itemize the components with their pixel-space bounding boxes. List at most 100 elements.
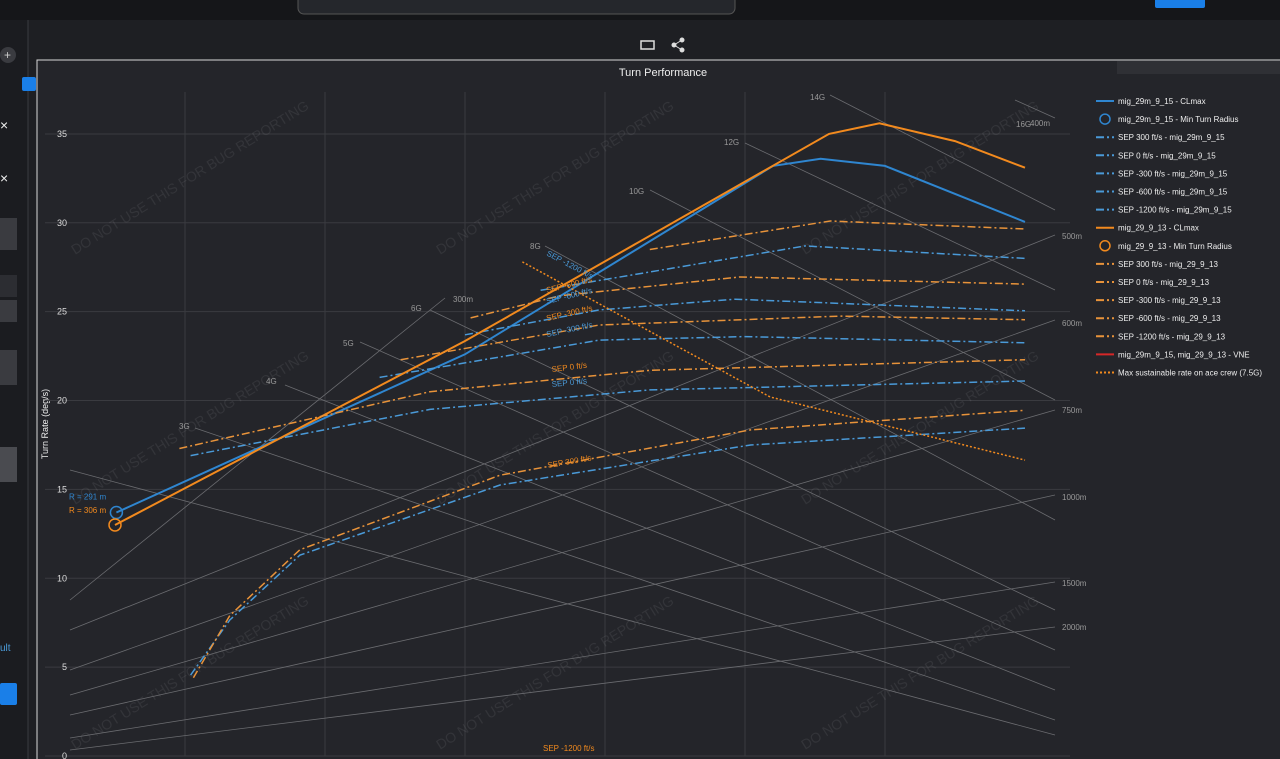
top-button[interactable] bbox=[1155, 0, 1205, 8]
g-line bbox=[284, 384, 1056, 691]
g-label: 5G bbox=[343, 339, 354, 348]
field[interactable] bbox=[0, 447, 17, 482]
curve-label: SEP 0 ft/s bbox=[551, 376, 587, 389]
g-line bbox=[829, 94, 1056, 211]
radius-line bbox=[69, 626, 1056, 751]
field[interactable] bbox=[0, 300, 17, 322]
share-icon[interactable] bbox=[671, 37, 685, 53]
radius-label: 1500m bbox=[1062, 579, 1087, 588]
g-line bbox=[544, 245, 1056, 521]
series-line bbox=[115, 157, 1026, 514]
g-label: 8G bbox=[530, 242, 541, 251]
dropdown[interactable] bbox=[0, 218, 17, 250]
modebar[interactable] bbox=[1117, 61, 1280, 74]
point-label: R = 291 m bbox=[69, 493, 106, 502]
dropdown[interactable] bbox=[0, 350, 17, 385]
radius-label: 300m bbox=[453, 295, 473, 304]
g-line bbox=[429, 309, 1056, 611]
y-tick-label: 5 bbox=[62, 662, 67, 672]
g-line bbox=[649, 189, 1056, 401]
y-tick-label: 15 bbox=[57, 484, 67, 494]
legend-label: mig_29_9_13 - CLmax bbox=[1118, 224, 1199, 233]
y-tick-label: 30 bbox=[57, 218, 67, 228]
legend-label: SEP 300 ft/s - mig_29_9_13 bbox=[1118, 260, 1218, 269]
close-icon[interactable]: × bbox=[0, 170, 8, 186]
legend-label: SEP -300 ft/s - mig_29_9_13 bbox=[1118, 296, 1221, 305]
radius-label: 1000m bbox=[1062, 493, 1087, 502]
g-line bbox=[194, 427, 1056, 721]
legend-label: SEP 0 ft/s - mig_29m_9_15 bbox=[1118, 151, 1216, 160]
legend-marker bbox=[1099, 113, 1111, 125]
legend-label: mig_29m_9_15 - Min Turn Radius bbox=[1118, 115, 1239, 124]
series-line bbox=[190, 380, 1026, 457]
legend-label: mig_29m_9_15 - CLmax bbox=[1118, 97, 1206, 106]
y-axis-label: Turn Rate (deg/s) bbox=[40, 389, 50, 459]
point-label: R = 306 m bbox=[69, 506, 106, 515]
radius-label: 500m bbox=[1062, 232, 1082, 241]
series-line bbox=[192, 409, 1026, 679]
sidebar bbox=[0, 20, 28, 759]
curve-label: SEP -1200 ft/s bbox=[543, 744, 594, 753]
legend-label: SEP -1200 ft/s - mig_29_9_13 bbox=[1118, 332, 1226, 341]
sidebar-text: ult bbox=[0, 643, 11, 654]
legend-label: SEP -300 ft/s - mig_29m_9_15 bbox=[1118, 169, 1228, 178]
legend-label: SEP -1200 ft/s - mig_29m_9_15 bbox=[1118, 206, 1232, 215]
legend-label: SEP 0 ft/s - mig_29_9_13 bbox=[1118, 278, 1210, 287]
g-label: 4G bbox=[266, 377, 277, 386]
g-label: 3G bbox=[179, 422, 190, 431]
sidebar-button[interactable] bbox=[0, 683, 17, 705]
ruler-icon[interactable] bbox=[640, 40, 655, 50]
legend-label: Max sustainable rate on ace crew (7.5G) bbox=[1118, 369, 1262, 378]
series-line bbox=[400, 315, 1026, 361]
collapse-tab[interactable] bbox=[22, 77, 36, 91]
radius-line bbox=[69, 409, 1056, 696]
series-line bbox=[189, 427, 1026, 676]
add-button[interactable] bbox=[0, 47, 16, 63]
series-line bbox=[522, 261, 1026, 461]
y-tick-label: 20 bbox=[57, 396, 67, 406]
g-line bbox=[1014, 99, 1056, 119]
series-line bbox=[470, 276, 1026, 319]
radius-line bbox=[69, 319, 1056, 671]
legend-label: SEP 300 ft/s - mig_29m_9_15 bbox=[1118, 133, 1225, 142]
radius-line bbox=[69, 234, 1056, 631]
g-label: 14G bbox=[810, 93, 825, 102]
radius-line bbox=[69, 581, 1056, 739]
y-tick-label: 0 bbox=[62, 751, 67, 759]
series-line bbox=[179, 358, 1026, 450]
min-radius-marker bbox=[108, 518, 122, 532]
g-label: 16G bbox=[1016, 120, 1031, 129]
radius-line bbox=[69, 469, 1056, 736]
legend-label: SEP -600 ft/s - mig_29_9_13 bbox=[1118, 314, 1221, 323]
series-line bbox=[379, 335, 1026, 379]
g-label: 10G bbox=[629, 187, 644, 196]
series-line bbox=[540, 245, 1026, 292]
curve-label: SEP 0 ft/s bbox=[551, 361, 587, 374]
legend-marker bbox=[1099, 240, 1111, 252]
legend-label: mig_29m_9_15, mig_29_9_13 - VNE bbox=[1118, 350, 1250, 359]
y-tick-label: 35 bbox=[57, 129, 67, 139]
series-line bbox=[649, 220, 1026, 251]
g-line bbox=[359, 341, 1056, 651]
radius-label: 600m bbox=[1062, 319, 1082, 328]
search-box[interactable] bbox=[297, 0, 736, 15]
radius-line bbox=[69, 494, 1056, 716]
chart-title: Turn Performance bbox=[619, 67, 707, 79]
plot-container bbox=[36, 59, 1280, 759]
close-icon[interactable]: × bbox=[0, 117, 8, 133]
legend-label: SEP -600 ft/s - mig_29m_9_15 bbox=[1118, 188, 1228, 197]
radius-label: 750m bbox=[1062, 406, 1082, 415]
legend-label: mig_29_9_13 - Min Turn Radius bbox=[1118, 242, 1232, 251]
series-line bbox=[114, 122, 1026, 526]
add-icon: + bbox=[4, 48, 11, 62]
series-line bbox=[464, 298, 1026, 336]
g-label: 12G bbox=[724, 138, 739, 147]
field[interactable] bbox=[0, 275, 17, 297]
g-label: 6G bbox=[411, 304, 422, 313]
radius-label: 2000m bbox=[1062, 623, 1087, 632]
y-tick-label: 25 bbox=[57, 307, 67, 317]
g-line bbox=[744, 142, 1056, 291]
radius-label: 400m bbox=[1030, 119, 1050, 128]
